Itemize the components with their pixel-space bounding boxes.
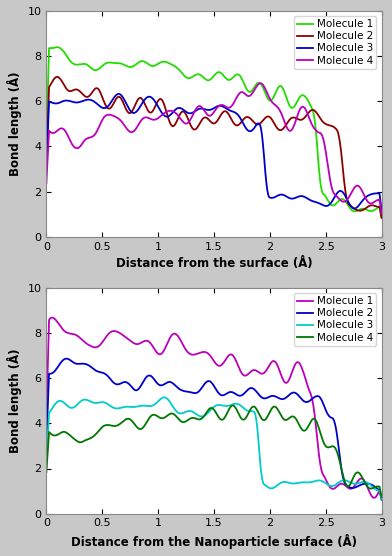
- X-axis label: Distance from the surface (Å): Distance from the surface (Å): [116, 257, 312, 270]
- Molecule 1: [244, 86, 249, 92]
- Molecule 2: [64, 355, 69, 362]
- Molecule 3: [116, 91, 121, 97]
- Molecule 4: [44, 469, 49, 475]
- Molecule 2: [204, 115, 209, 121]
- Molecule 3: [379, 207, 384, 214]
- Molecule 3: [206, 409, 211, 416]
- Legend: Molecule 1, Molecule 2, Molecule 3, Molecule 4: Molecule 1, Molecule 2, Molecule 3, Mole…: [294, 16, 376, 68]
- Molecule 3: [372, 485, 377, 492]
- Molecule 4: [372, 484, 377, 491]
- Molecule 4: [225, 105, 230, 111]
- Line: Molecule 3: Molecule 3: [46, 398, 381, 499]
- Molecule 3: [319, 478, 324, 484]
- Molecule 2: [226, 389, 231, 396]
- Molecule 4: [379, 494, 384, 500]
- Molecule 4: [44, 180, 49, 186]
- Molecule 2: [55, 73, 60, 80]
- Y-axis label: Bond length (Å): Bond length (Å): [7, 349, 22, 453]
- Molecule 4: [205, 112, 210, 118]
- Molecule 4: [205, 408, 210, 414]
- Line: Molecule 2: Molecule 2: [46, 77, 381, 218]
- Line: Molecule 4: Molecule 4: [46, 405, 381, 497]
- Molecule 2: [244, 114, 249, 121]
- Molecule 3: [319, 201, 324, 208]
- Molecule 1: [55, 44, 60, 51]
- Molecule 2: [204, 379, 209, 385]
- Line: Molecule 1: Molecule 1: [46, 317, 381, 498]
- Molecule 4: [203, 410, 208, 417]
- Legend: Molecule 1, Molecule 2, Molecule 3, Molecule 4: Molecule 1, Molecule 2, Molecule 3, Mole…: [294, 293, 376, 346]
- Molecule 3: [244, 126, 249, 132]
- Molecule 3: [204, 106, 209, 113]
- Molecule 2: [372, 483, 377, 489]
- Molecule 3: [44, 166, 49, 172]
- Molecule 4: [258, 80, 263, 87]
- Molecule 3: [44, 461, 49, 468]
- Molecule 2: [206, 378, 211, 384]
- Line: Molecule 4: Molecule 4: [46, 83, 381, 214]
- Line: Molecule 3: Molecule 3: [46, 94, 381, 210]
- Molecule 1: [50, 314, 55, 321]
- Molecule 3: [226, 403, 231, 409]
- Molecule 4: [319, 434, 324, 441]
- Molecule 3: [226, 107, 231, 113]
- Molecule 3: [244, 407, 249, 414]
- Molecule 4: [225, 409, 230, 415]
- Molecule 1: [372, 494, 377, 501]
- Molecule 1: [226, 77, 231, 83]
- Y-axis label: Bond length (Å): Bond length (Å): [7, 72, 22, 176]
- Molecule 2: [44, 160, 49, 166]
- Molecule 2: [379, 497, 384, 503]
- Molecule 2: [379, 215, 384, 221]
- Molecule 1: [204, 76, 209, 83]
- Molecule 3: [204, 411, 209, 418]
- Molecule 4: [203, 109, 208, 116]
- Molecule 1: [44, 139, 49, 146]
- Molecule 4: [230, 402, 235, 409]
- Molecule 2: [244, 388, 249, 394]
- Molecule 2: [226, 111, 231, 117]
- Molecule 1: [206, 77, 211, 83]
- Molecule 4: [372, 198, 377, 205]
- X-axis label: Distance from the Nanoparticle surface (Å): Distance from the Nanoparticle surface (…: [71, 534, 357, 549]
- Molecule 3: [379, 496, 384, 503]
- Molecule 3: [372, 190, 377, 197]
- Molecule 4: [379, 210, 384, 217]
- Line: Molecule 1: Molecule 1: [46, 47, 381, 217]
- Molecule 1: [244, 372, 249, 379]
- Molecule 1: [372, 207, 377, 214]
- Molecule 1: [204, 349, 209, 356]
- Molecule 2: [206, 116, 211, 122]
- Molecule 1: [319, 187, 324, 194]
- Molecule 1: [319, 468, 324, 475]
- Molecule 1: [372, 494, 377, 501]
- Molecule 1: [206, 350, 211, 357]
- Molecule 3: [206, 107, 211, 113]
- Molecule 1: [44, 414, 49, 421]
- Molecule 2: [319, 397, 324, 404]
- Molecule 4: [244, 414, 249, 420]
- Molecule 2: [44, 440, 49, 447]
- Molecule 2: [319, 117, 324, 124]
- Molecule 3: [162, 394, 166, 401]
- Molecule 1: [379, 214, 384, 221]
- Molecule 1: [379, 494, 384, 501]
- Molecule 2: [372, 202, 377, 209]
- Molecule 1: [226, 353, 231, 359]
- Line: Molecule 2: Molecule 2: [46, 359, 381, 500]
- Molecule 4: [243, 91, 248, 98]
- Molecule 4: [319, 131, 324, 138]
